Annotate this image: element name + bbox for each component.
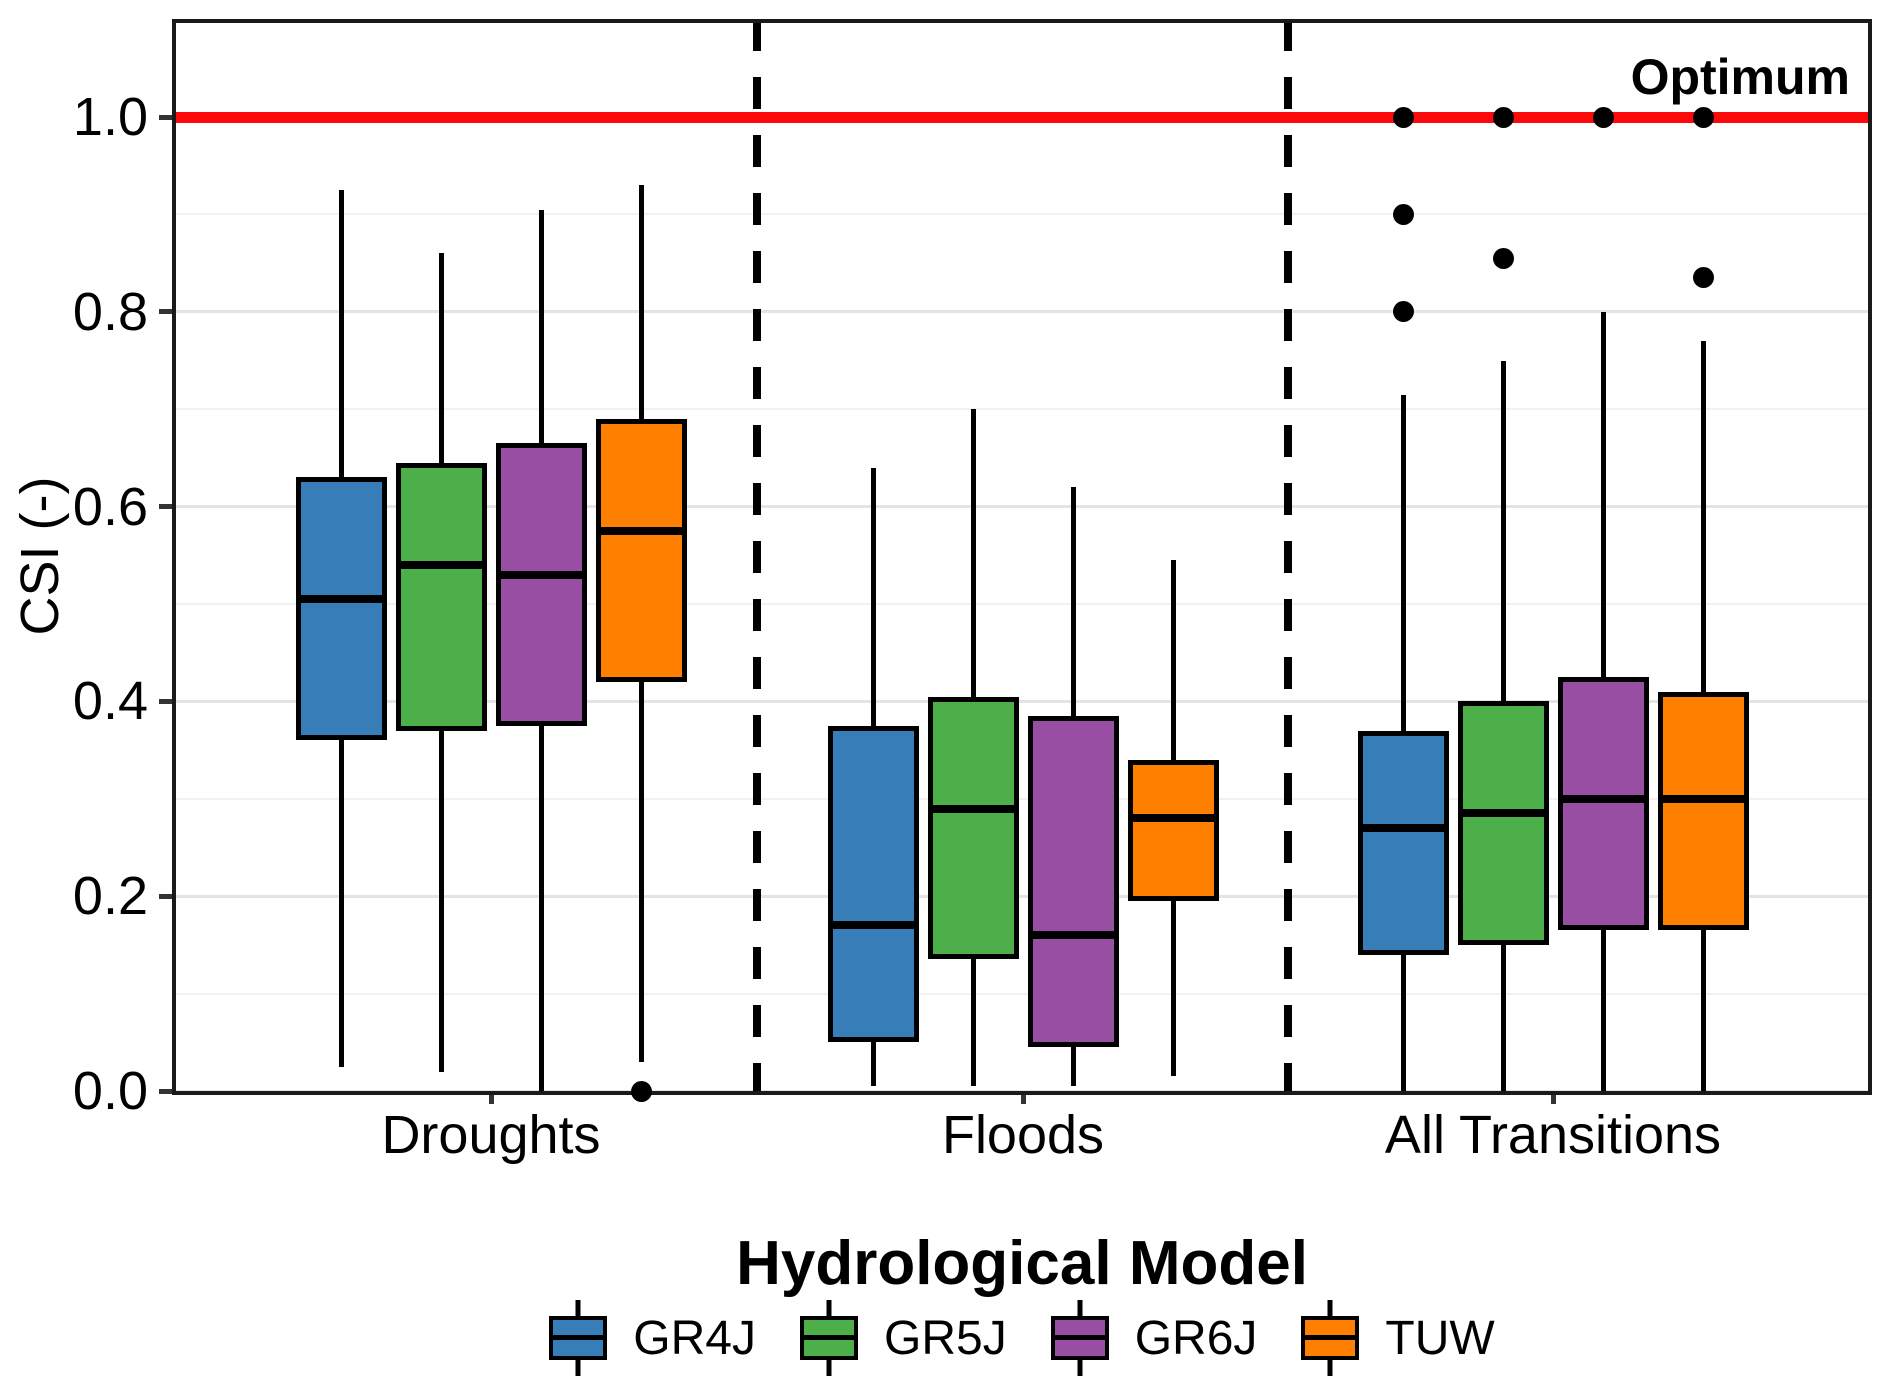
optimum-annotation-label: Optimum bbox=[1630, 49, 1850, 105]
median-line bbox=[595, 526, 687, 535]
legend-item-gr6j: GR6J bbox=[1050, 1300, 1258, 1376]
y-tick-label: 0.2 bbox=[72, 866, 148, 927]
median-line bbox=[1457, 809, 1549, 818]
gridline-minor bbox=[172, 797, 1872, 800]
legend-item-gr5j: GR5J bbox=[800, 1300, 1007, 1376]
box-gr6j bbox=[495, 443, 587, 726]
x-tick bbox=[1550, 1091, 1556, 1104]
category-separator bbox=[753, 19, 761, 1091]
legend-key-median bbox=[553, 1335, 604, 1340]
legend-label: GR4J bbox=[633, 1311, 756, 1365]
gridline-major bbox=[172, 699, 1872, 703]
x-tick bbox=[1020, 1091, 1026, 1104]
legend: GR4J GR5J GR6J TUW bbox=[172, 1299, 1872, 1377]
boxplot-key-icon bbox=[1050, 1300, 1109, 1376]
median-line bbox=[1657, 794, 1749, 803]
legend-item-gr4j: GR4J bbox=[549, 1300, 756, 1376]
legend-item-tuw: TUW bbox=[1301, 1300, 1495, 1376]
median-line bbox=[295, 595, 387, 604]
box-tuw bbox=[1127, 759, 1219, 902]
box-tuw bbox=[1657, 691, 1749, 931]
boxplot-key-icon bbox=[1301, 1300, 1360, 1376]
x-category-label: Droughts bbox=[381, 1105, 601, 1165]
legend-label: GR6J bbox=[1134, 1311, 1258, 1365]
gridline-major bbox=[172, 894, 1872, 898]
outlier-point bbox=[1392, 106, 1414, 128]
outlier-point bbox=[1492, 106, 1514, 128]
gridline-minor bbox=[172, 992, 1872, 995]
legend-key-box bbox=[549, 1316, 608, 1360]
x-tick bbox=[488, 1091, 494, 1104]
legend-key-median bbox=[804, 1335, 854, 1340]
box-gr5j bbox=[395, 462, 487, 731]
outlier-point bbox=[1392, 301, 1414, 323]
boxplot-key-icon bbox=[549, 1300, 608, 1376]
outlier-point bbox=[1392, 203, 1414, 225]
gridline-major bbox=[172, 310, 1872, 314]
outlier-point bbox=[1492, 247, 1514, 269]
box-gr4j bbox=[827, 725, 919, 1043]
median-line bbox=[927, 804, 1019, 813]
y-tick bbox=[159, 504, 172, 510]
outlier-point bbox=[630, 1080, 652, 1102]
y-tick bbox=[159, 698, 172, 704]
x-category-label: All Transitions bbox=[1384, 1105, 1722, 1165]
y-tick bbox=[159, 1088, 172, 1094]
median-line bbox=[1357, 824, 1449, 833]
median-line bbox=[1127, 814, 1219, 823]
category-separator bbox=[1284, 19, 1292, 1091]
y-tick-label: 0.4 bbox=[72, 671, 148, 732]
legend-key-box bbox=[1301, 1316, 1360, 1360]
y-tick-label: 0.8 bbox=[72, 281, 148, 342]
y-tick bbox=[159, 114, 172, 120]
x-axis-title: Hydrological Model bbox=[736, 1229, 1308, 1298]
median-line bbox=[827, 921, 919, 930]
legend-label: TUW bbox=[1385, 1311, 1495, 1365]
box-gr4j bbox=[1357, 730, 1449, 955]
y-tick-label: 0.0 bbox=[72, 1061, 148, 1121]
median-line bbox=[1027, 931, 1119, 940]
y-tick bbox=[159, 893, 172, 899]
box-gr5j bbox=[927, 696, 1019, 960]
legend-key-median bbox=[1305, 1335, 1356, 1340]
legend-key-box bbox=[800, 1316, 858, 1360]
y-tick-label: 0.6 bbox=[72, 476, 148, 537]
gridline-major bbox=[172, 505, 1872, 509]
median-line bbox=[395, 561, 487, 570]
legend-key-box bbox=[1050, 1316, 1109, 1360]
y-tick bbox=[159, 309, 172, 315]
gridline-minor bbox=[172, 603, 1872, 605]
legend-key-median bbox=[1054, 1335, 1105, 1340]
outlier-point bbox=[1692, 267, 1714, 289]
outlier-point bbox=[1592, 106, 1614, 128]
median-line bbox=[495, 570, 587, 579]
box-gr6j bbox=[1557, 677, 1649, 931]
box-gr6j bbox=[1027, 716, 1119, 1048]
legend-label: GR5J bbox=[884, 1311, 1007, 1365]
x-category-label: Floods bbox=[941, 1105, 1105, 1165]
boxplot-key-icon bbox=[800, 1300, 858, 1376]
optimum-line bbox=[172, 111, 1872, 123]
box-gr5j bbox=[1457, 701, 1549, 945]
y-axis-title: CSI (-) bbox=[10, 476, 70, 636]
gridline-minor bbox=[172, 213, 1872, 216]
box-tuw bbox=[595, 418, 687, 682]
outlier-point bbox=[1692, 106, 1714, 128]
median-line bbox=[1557, 794, 1649, 803]
box-gr4j bbox=[295, 477, 387, 741]
y-tick-label: 1.0 bbox=[72, 87, 148, 147]
gridline-minor bbox=[172, 408, 1872, 411]
